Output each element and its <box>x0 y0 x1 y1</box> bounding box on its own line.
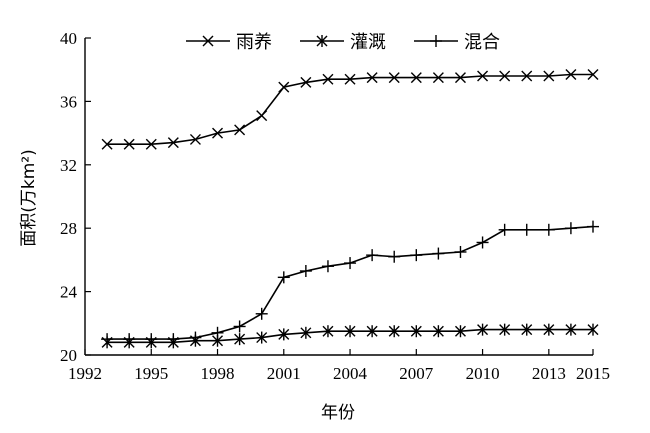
data-point <box>476 236 489 249</box>
data-point <box>454 245 467 258</box>
data-point <box>322 73 334 85</box>
data-point <box>521 323 533 336</box>
data-point <box>565 323 577 336</box>
data-point <box>211 326 224 339</box>
x-tick-label: 1995 <box>134 364 168 383</box>
data-point <box>101 333 114 346</box>
x-tick-label: 2013 <box>532 364 566 383</box>
legend: 雨养 灌溉 混合 <box>186 32 500 53</box>
data-point <box>278 81 290 93</box>
data-point <box>101 138 113 150</box>
legend-label: 灌溉 <box>350 32 386 53</box>
data-point <box>587 323 599 336</box>
data-point <box>255 307 268 320</box>
data-point <box>542 223 555 236</box>
data-point <box>477 323 489 336</box>
data-point <box>234 333 246 346</box>
y-tick-label: 40 <box>60 29 77 48</box>
legend-marker <box>316 35 328 47</box>
x-tick-label: 1992 <box>68 364 102 383</box>
legend-label: 雨养 <box>236 32 272 53</box>
y-axis-title: 面积(万km²) <box>19 149 39 246</box>
data-point <box>145 333 158 346</box>
data-point <box>123 333 136 346</box>
data-point <box>543 70 555 82</box>
legend-item: 灌溉 <box>300 32 386 53</box>
data-point <box>300 76 312 88</box>
data-point <box>432 325 444 338</box>
data-point <box>277 271 290 284</box>
data-point <box>565 68 577 80</box>
data-point <box>344 257 357 270</box>
x-tick-label: 2015 <box>576 364 610 383</box>
data-point <box>564 222 577 235</box>
x-tick-label: 2001 <box>267 364 301 383</box>
data-point <box>432 247 445 260</box>
data-point <box>321 260 334 273</box>
data-point <box>432 72 444 84</box>
series-1 <box>101 68 599 150</box>
data-point <box>278 328 290 341</box>
series-3 <box>101 220 599 346</box>
data-point <box>366 72 378 84</box>
data-point <box>233 320 246 333</box>
series-layer <box>101 68 599 349</box>
data-point <box>366 325 378 338</box>
data-point <box>521 70 533 82</box>
data-point <box>410 325 422 338</box>
data-point <box>587 68 599 80</box>
legend-label: 混合 <box>464 32 500 53</box>
data-point <box>234 124 246 136</box>
data-point <box>145 138 157 150</box>
x-axis-title: 年份 <box>321 403 355 423</box>
series-line <box>107 225 594 340</box>
data-point <box>454 72 466 84</box>
data-point <box>499 323 511 336</box>
y-tick-label: 20 <box>60 346 77 365</box>
data-point <box>388 250 401 263</box>
data-point <box>300 326 312 339</box>
data-point <box>212 127 224 139</box>
y-tick-label: 28 <box>60 219 77 238</box>
axes: 20 24 28 32 36 40 1992 1995 1998 2001 2004 2007 2010… <box>60 29 610 383</box>
y-tick-label: 32 <box>60 156 77 175</box>
data-point <box>299 264 312 277</box>
data-point <box>167 137 179 149</box>
data-point <box>167 333 180 346</box>
x-tick-label: 1998 <box>201 364 235 383</box>
data-point <box>344 73 356 85</box>
legend-marker <box>202 35 214 47</box>
y-tick-label: 24 <box>60 283 78 302</box>
data-point <box>388 325 400 338</box>
x-tick-label: 2004 <box>333 364 368 383</box>
data-point <box>189 331 202 344</box>
data-point <box>520 223 533 236</box>
legend-marker <box>430 35 442 47</box>
legend-item: 雨养 <box>186 32 272 53</box>
data-point <box>256 331 268 344</box>
data-point <box>366 249 379 262</box>
series-line <box>107 73 593 145</box>
data-point <box>388 72 400 84</box>
x-tick-label: 2010 <box>466 364 500 383</box>
y-tick-label: 36 <box>60 92 77 111</box>
legend-item: 混合 <box>414 32 500 53</box>
data-point <box>256 110 268 122</box>
data-point <box>498 223 511 236</box>
data-point <box>587 220 599 233</box>
data-point <box>189 133 201 145</box>
data-point <box>543 323 555 336</box>
x-tick-label: 2007 <box>399 364 434 383</box>
series-2 <box>101 323 599 349</box>
data-point <box>123 138 135 150</box>
data-point <box>410 249 423 262</box>
data-point <box>410 72 422 84</box>
data-point <box>477 70 489 82</box>
data-point <box>322 325 334 338</box>
data-point <box>344 325 356 338</box>
data-point <box>499 70 511 82</box>
data-point <box>454 325 466 338</box>
